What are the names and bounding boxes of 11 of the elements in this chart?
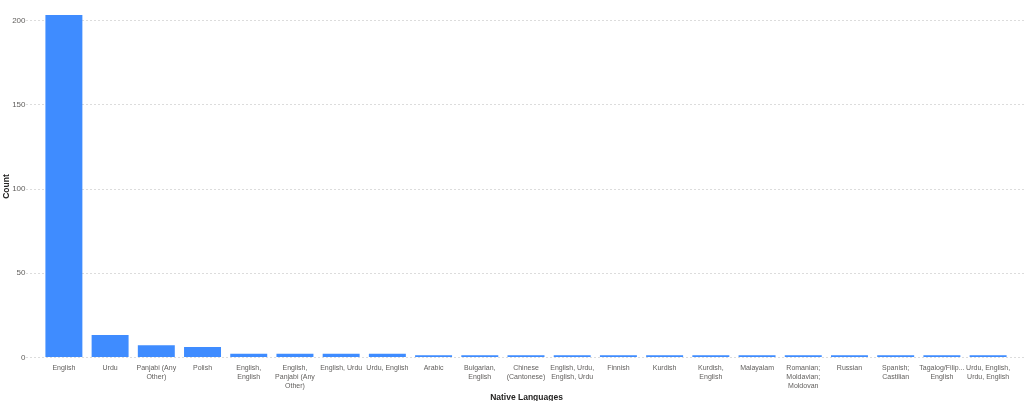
bar (137, 345, 175, 357)
y-tick-label: 150 (12, 99, 27, 109)
bar (91, 335, 129, 357)
x-axis-title: Native Languages (490, 391, 564, 402)
bar (184, 346, 222, 357)
bar (45, 15, 83, 357)
y-tick-label: 200 (12, 15, 27, 25)
y-axis-title: Count (1, 174, 12, 199)
y-tick-label: 0 (21, 352, 27, 362)
y-tick-label: 50 (16, 268, 27, 278)
y-tick-label: 100 (12, 184, 27, 194)
